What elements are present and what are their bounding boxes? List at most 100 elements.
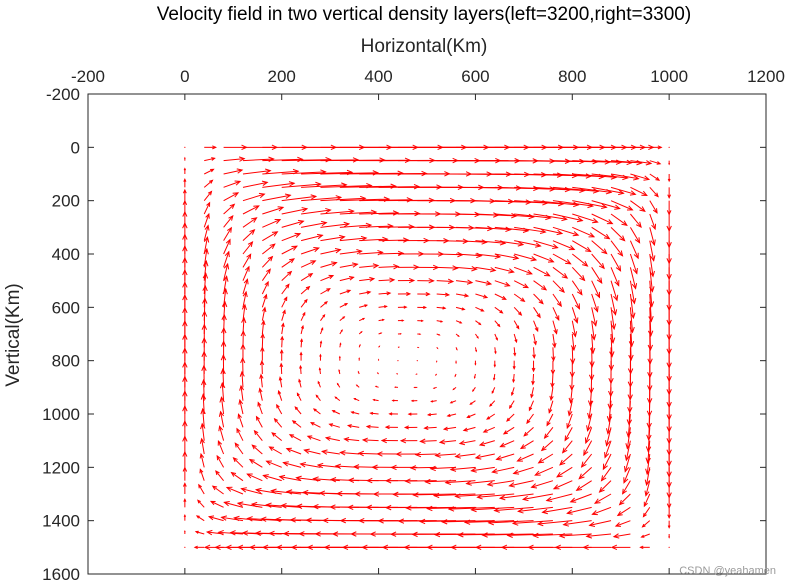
velocity-arrow	[494, 280, 511, 287]
velocity-arrow	[365, 424, 379, 429]
velocity-arrow	[561, 440, 573, 454]
velocity-arrow	[424, 478, 457, 485]
velocity-arrow	[649, 186, 659, 198]
velocity-arrow	[343, 437, 360, 442]
velocity-arrow	[194, 530, 205, 535]
velocity-arrow	[610, 253, 622, 272]
velocity-arrow	[533, 213, 568, 222]
velocity-arrow	[259, 373, 264, 388]
velocity-arrow	[578, 466, 592, 480]
velocity-arrow	[291, 420, 302, 428]
velocity-arrow	[417, 292, 431, 297]
velocity-arrow	[552, 320, 558, 335]
velocity-arrow	[225, 486, 244, 495]
velocity-arrow	[566, 506, 592, 515]
velocity-arrow	[320, 248, 342, 255]
velocity-arrow	[434, 373, 438, 376]
velocity-arrow	[512, 360, 516, 370]
velocity-arrow	[328, 423, 340, 428]
velocity-arrow	[610, 293, 618, 316]
x-tick-label: 400	[364, 67, 392, 86]
velocity-arrow	[533, 307, 541, 319]
velocity-arrow	[339, 450, 360, 456]
velocity-arrow	[572, 213, 599, 224]
velocity-arrow	[514, 253, 538, 262]
velocity-arrow	[204, 157, 216, 162]
velocity-arrow	[552, 480, 573, 490]
velocity-arrow	[417, 333, 422, 335]
velocity-arrow	[281, 194, 318, 202]
velocity-arrow	[436, 306, 447, 310]
velocity-arrow	[494, 266, 515, 274]
velocity-arrow	[455, 347, 458, 351]
velocity-arrow	[549, 387, 554, 402]
velocity-arrow	[550, 373, 555, 389]
velocity-arrow	[426, 413, 437, 417]
velocity-arrow	[372, 398, 379, 402]
velocity-arrow	[339, 342, 342, 348]
velocity-arrow	[281, 309, 286, 321]
velocity-arrow	[591, 200, 621, 210]
velocity-arrow	[184, 546, 186, 548]
velocity-arrow	[585, 533, 612, 539]
velocity-arrow	[254, 487, 282, 495]
velocity-arrow	[630, 200, 646, 213]
x-tick-label: 800	[558, 67, 586, 86]
velocity-arrow	[552, 307, 560, 322]
velocity-arrow	[248, 458, 263, 468]
velocity-arrow	[546, 413, 554, 427]
velocity-arrow	[417, 278, 435, 284]
velocity-arrow	[378, 277, 396, 283]
velocity-arrow	[598, 480, 612, 493]
velocity-arrow	[511, 520, 553, 526]
velocity-arrow	[236, 427, 244, 441]
velocity-arrow	[482, 426, 495, 433]
velocity-arrow	[533, 333, 537, 346]
velocity-arrow	[478, 440, 495, 447]
velocity-vectors	[182, 144, 672, 551]
velocity-arrow	[273, 417, 283, 428]
velocity-arrow	[508, 400, 515, 410]
velocity-arrow	[648, 293, 654, 323]
velocity-arrow	[276, 403, 283, 415]
y-axis-label: Vertical(Km)	[3, 283, 24, 386]
velocity-arrow	[378, 332, 383, 335]
velocity-arrow	[281, 245, 298, 255]
velocity-arrow	[182, 188, 187, 201]
velocity-arrow	[399, 438, 418, 444]
velocity-arrow	[475, 266, 497, 273]
velocity-arrow	[436, 265, 459, 271]
velocity-arrow	[261, 319, 266, 335]
velocity-arrow	[397, 291, 412, 296]
velocity-arrow	[260, 346, 265, 361]
velocity-arrow	[540, 440, 554, 452]
velocity-arrow	[610, 173, 640, 181]
velocity-arrow	[184, 156, 186, 161]
velocity-arrow	[380, 437, 398, 444]
y-tick-label: -200	[46, 85, 80, 104]
velocity-arrow	[533, 253, 555, 263]
velocity-arrow	[217, 439, 225, 455]
velocity-arrow	[610, 226, 626, 242]
velocity-arrow	[493, 506, 534, 513]
velocity-arrow	[552, 226, 580, 237]
velocity-arrow	[512, 373, 516, 384]
velocity-arrow	[640, 533, 650, 538]
velocity-arrow	[320, 221, 351, 228]
velocity-arrow	[551, 347, 556, 362]
velocity-arrow	[610, 307, 617, 331]
velocity-arrow	[440, 519, 495, 525]
velocity-arrow	[303, 448, 321, 455]
velocity-arrow	[300, 260, 317, 268]
velocity-arrow	[449, 466, 476, 472]
velocity-arrow	[219, 396, 225, 415]
velocity-arrow	[559, 453, 573, 466]
velocity-arrow	[562, 520, 592, 527]
velocity-arrow	[306, 435, 321, 442]
velocity-arrow	[281, 232, 302, 242]
velocity-arrow	[320, 234, 346, 242]
velocity-arrow	[300, 273, 314, 282]
velocity-arrow	[338, 355, 341, 361]
velocity-arrow	[240, 487, 263, 495]
velocity-arrow	[591, 506, 612, 516]
